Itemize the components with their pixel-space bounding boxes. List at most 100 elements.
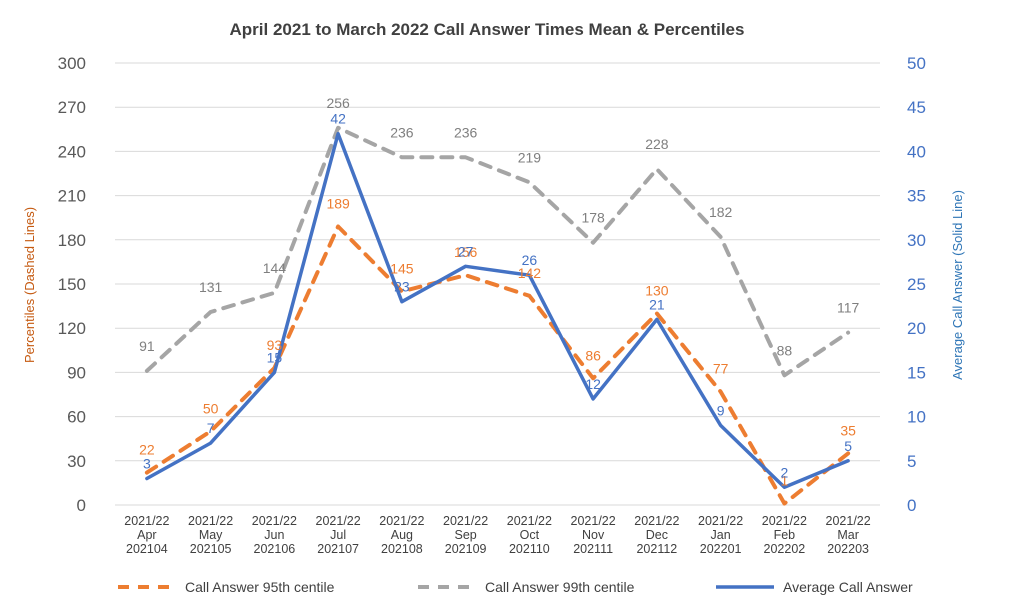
data-label: 50 bbox=[203, 400, 219, 416]
right-tick-label: 30 bbox=[907, 231, 926, 250]
data-label: 86 bbox=[585, 347, 601, 363]
category-label-line: Jul bbox=[330, 528, 346, 542]
data-label: 93 bbox=[267, 337, 283, 353]
left-tick-label: 270 bbox=[58, 98, 86, 117]
category-label-line: Feb bbox=[774, 528, 796, 542]
data-labels: 2250931891451561428613077135911311442562… bbox=[139, 95, 859, 489]
right-tick-label: 20 bbox=[907, 319, 926, 338]
category-label-line: Oct bbox=[520, 528, 540, 542]
category-label-line: May bbox=[199, 528, 223, 542]
category-label-line: 2021/22 bbox=[316, 514, 361, 528]
left-tick-label: 240 bbox=[58, 142, 86, 161]
data-label: 15 bbox=[267, 349, 283, 365]
category-label-line: 2021/22 bbox=[124, 514, 169, 528]
right-tick-label: 25 bbox=[907, 275, 926, 294]
legend-label: Average Call Answer bbox=[783, 579, 913, 595]
category-label-line: Jun bbox=[264, 528, 284, 542]
data-label: 219 bbox=[518, 149, 542, 165]
category-label-line: 202112 bbox=[636, 542, 677, 556]
right-tick-label: 15 bbox=[907, 363, 926, 382]
data-label: 42 bbox=[330, 111, 346, 127]
category-label-line: 2021/22 bbox=[698, 514, 743, 528]
category-label-line: 2021/22 bbox=[443, 514, 488, 528]
category-label-line: 202105 bbox=[190, 542, 232, 556]
category-label-line: 202202 bbox=[764, 542, 806, 556]
data-label: 236 bbox=[390, 124, 414, 140]
category-label-line: 202110 bbox=[509, 542, 550, 556]
category-axis: 2021/22Apr2021042021/22May2021052021/22J… bbox=[124, 514, 870, 556]
category-label-line: 202104 bbox=[126, 542, 168, 556]
data-label: 144 bbox=[263, 260, 287, 276]
data-label: 9 bbox=[717, 402, 725, 418]
category-label-line: 2021/22 bbox=[379, 514, 424, 528]
data-label: 178 bbox=[581, 210, 605, 226]
right-tick-label: 35 bbox=[907, 187, 926, 206]
data-label: 3 bbox=[143, 455, 151, 471]
data-label: 182 bbox=[709, 204, 733, 220]
left-tick-label: 180 bbox=[58, 231, 86, 250]
data-label: 77 bbox=[713, 361, 729, 377]
legend: Call Answer 95th centile Call Answer 99th… bbox=[118, 579, 913, 595]
data-label: 26 bbox=[522, 252, 538, 268]
data-label: 236 bbox=[454, 124, 478, 140]
right-tick-label: 5 bbox=[907, 452, 916, 471]
right-tick-label: 0 bbox=[907, 496, 916, 515]
data-label: 189 bbox=[326, 196, 350, 212]
category-label-line: 202107 bbox=[317, 542, 359, 556]
category-label-line: 2021/22 bbox=[188, 514, 233, 528]
data-label: 117 bbox=[837, 300, 860, 316]
category-label-line: Dec bbox=[646, 528, 668, 542]
data-label: 156 bbox=[454, 244, 478, 260]
category-label-line: Apr bbox=[137, 528, 156, 542]
category-label-line: 2021/22 bbox=[826, 514, 871, 528]
data-label: 142 bbox=[518, 265, 542, 281]
data-label: 22 bbox=[139, 442, 155, 458]
category-label-line: 2021/22 bbox=[507, 514, 552, 528]
right-tick-label: 40 bbox=[907, 142, 926, 161]
category-label-line: 2021/22 bbox=[571, 514, 616, 528]
category-label-line: 202201 bbox=[700, 542, 742, 556]
right-tick-label: 45 bbox=[907, 98, 926, 117]
data-label: 5 bbox=[844, 438, 852, 454]
left-tick-label: 210 bbox=[58, 187, 86, 206]
category-label-line: Jan bbox=[711, 528, 731, 542]
category-label-line: Aug bbox=[391, 528, 413, 542]
data-label: 88 bbox=[777, 342, 793, 358]
data-label: 27 bbox=[458, 243, 474, 259]
left-axis-ticks: 0 30 60 90 120 150 180 210 240 270 300 bbox=[58, 54, 86, 515]
left-axis-label: Percentiles (Dashed Lines) bbox=[22, 207, 37, 363]
left-tick-label: 0 bbox=[77, 496, 86, 515]
category-label-line: 2021/22 bbox=[634, 514, 679, 528]
legend-label: Call Answer 95th centile bbox=[185, 579, 335, 595]
category-label-line: 2021/22 bbox=[252, 514, 297, 528]
series-line-average-call-answer bbox=[145, 131, 850, 490]
chart-title: April 2021 to March 2022 Call Answer Tim… bbox=[230, 20, 745, 39]
right-tick-label: 50 bbox=[907, 54, 926, 73]
data-label: 12 bbox=[585, 376, 601, 392]
category-label-line: 202108 bbox=[381, 542, 423, 556]
category-label-line: 202109 bbox=[445, 542, 487, 556]
left-tick-label: 30 bbox=[67, 452, 86, 471]
category-label-line: 202106 bbox=[254, 542, 296, 556]
left-tick-label: 150 bbox=[58, 275, 86, 294]
data-label: 7 bbox=[207, 420, 215, 436]
data-label: 91 bbox=[139, 338, 155, 354]
category-label-line: Mar bbox=[837, 528, 859, 542]
category-label-line: 202203 bbox=[827, 542, 869, 556]
left-tick-label: 300 bbox=[58, 54, 86, 73]
data-label: 145 bbox=[390, 260, 414, 276]
category-label-line: Sep bbox=[455, 528, 477, 542]
left-tick-label: 60 bbox=[67, 408, 86, 427]
data-label: 23 bbox=[394, 279, 410, 295]
